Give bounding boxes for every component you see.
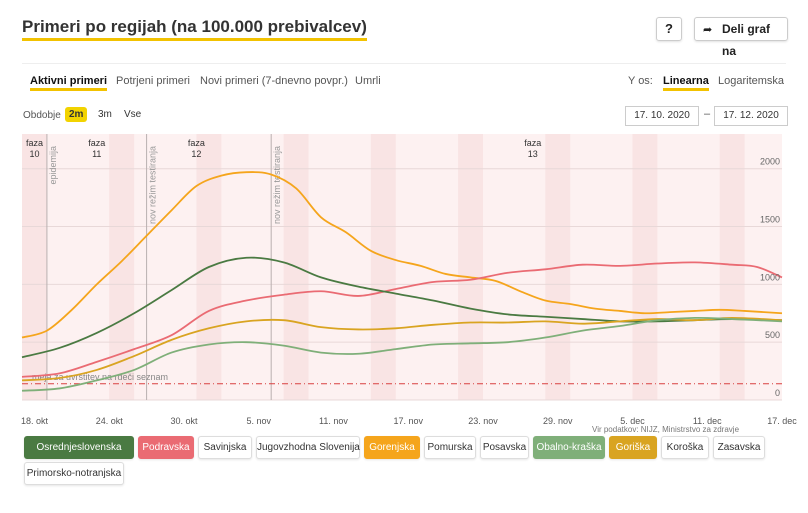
event-marker-label: nov režim testiranja — [148, 146, 158, 224]
share-icon: ➦ — [703, 24, 713, 36]
threshold-label: meja za uvrstitev na rdeči seznam — [32, 372, 168, 382]
date-from-input[interactable]: 17. 10. 2020 — [625, 106, 699, 126]
weekend-band — [22, 134, 47, 400]
weekend-band — [719, 134, 745, 400]
legend-item[interactable]: Obalno-kraška — [533, 436, 605, 459]
help-button[interactable]: ? — [656, 17, 682, 41]
y-tick-label: 1500 — [760, 215, 780, 225]
chart-area[interactable]: epidemija nov režim testiranja nov režim t… — [0, 0, 808, 430]
y-tick-label: 1000 — [760, 272, 780, 282]
series-line-obalno-kraška — [21, 316, 783, 392]
x-tick-label: 24. okt — [96, 416, 124, 426]
y-tick-label: 500 — [765, 330, 780, 340]
x-tick-label: 30. okt — [170, 416, 198, 426]
weekend-band — [370, 134, 396, 400]
legend-item[interactable]: Jugovzhodna Slovenija — [256, 436, 360, 459]
phase-label: 11 — [92, 149, 101, 159]
phase-label: faza — [524, 138, 541, 148]
series-line-goriška — [21, 316, 783, 382]
legend-item[interactable]: Primorsko-notranjska — [24, 462, 124, 485]
legend-item[interactable]: Savinjska — [198, 436, 252, 459]
y-tick-label: 0 — [775, 388, 780, 398]
tab-deaths[interactable]: Umrli — [355, 75, 381, 87]
plot-background — [22, 134, 782, 400]
scale-linear[interactable]: Linearna — [663, 75, 709, 91]
x-tick-label: 17. nov — [393, 416, 423, 426]
event-marker-label: nov režim testiranja — [272, 146, 282, 224]
data-source: Vir podatkov: NIJZ, Ministrstvo za zdrav… — [592, 425, 740, 434]
share-button[interactable]: ➦ Deli graf na — [694, 17, 788, 58]
period-label: Obdobje — [23, 110, 61, 121]
series-line-podravska — [21, 261, 783, 378]
weekend-band — [632, 134, 658, 400]
x-tick-label: 23. nov — [468, 416, 498, 426]
chart-title: Primeri po regijah (na 100.000 prebivalc… — [22, 17, 367, 41]
x-tick-label: 11. dec — [693, 416, 722, 426]
legend-item[interactable]: Gorenjska — [364, 436, 420, 459]
phase-label: faza — [188, 138, 205, 148]
x-tick-label: 18. okt — [21, 416, 49, 426]
y-tick-label: 2000 — [760, 157, 780, 167]
period-3m[interactable]: 3m — [98, 109, 112, 120]
x-tick-label: 5. dec — [620, 416, 645, 426]
legend-item[interactable]: Posavska — [480, 436, 529, 459]
legend-item[interactable]: Podravska — [138, 436, 194, 459]
divider — [22, 63, 786, 64]
legend-item[interactable]: Koroška — [661, 436, 709, 459]
tab-new-cases[interactable]: Novi primeri (7-dnevno povpr.) — [200, 75, 348, 87]
phase-label: faza — [26, 138, 43, 148]
tab-confirmed-cases[interactable]: Potrjeni primeri — [116, 75, 190, 87]
date-separator: – — [704, 108, 711, 120]
x-tick-label: 17. dec — [767, 416, 797, 426]
legend-item[interactable]: Zasavska — [713, 436, 765, 459]
tab-active-cases[interactable]: Aktivni primeri — [30, 75, 108, 91]
phase-label: 12 — [191, 149, 201, 159]
legend-item[interactable]: Goriška — [609, 436, 657, 459]
phase-label: faza — [88, 138, 105, 148]
series-line-gorenjska — [21, 171, 783, 339]
period-all[interactable]: Vse — [124, 109, 142, 120]
period-2m[interactable]: 2m — [65, 107, 88, 122]
date-to-input[interactable]: 17. 12. 2020 — [714, 106, 788, 126]
share-label: Deli graf na — [722, 22, 771, 58]
event-marker-label: epidemija — [48, 146, 58, 185]
x-tick-label: 11. nov — [319, 416, 348, 426]
legend-item[interactable]: Pomurska — [424, 436, 476, 459]
legend-item[interactable]: Osrednjeslovenska — [24, 436, 134, 459]
scale-log[interactable]: Logaritemska — [718, 75, 785, 87]
weekend-band — [458, 134, 483, 400]
y-axis-label: Y os: — [628, 75, 653, 87]
phase-label: 10 — [29, 149, 39, 159]
phase-label: 13 — [528, 149, 538, 159]
x-tick-label: 5. nov — [246, 416, 271, 426]
x-tick-label: 29. nov — [543, 416, 573, 426]
